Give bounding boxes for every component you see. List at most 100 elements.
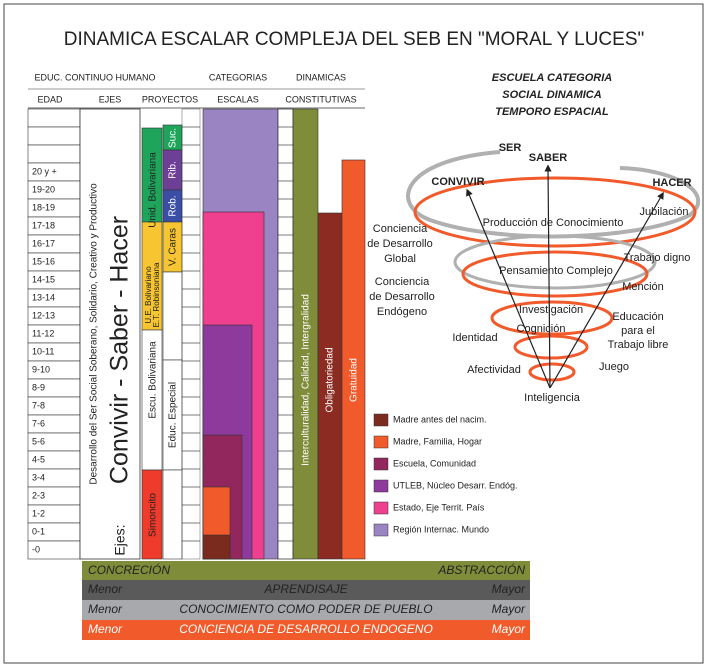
legend-label: UTLEB, Núcleo Desarr. Endóg. — [393, 480, 518, 490]
spiral-label: Producción de Conocimiento — [483, 217, 624, 229]
header: EDAD — [37, 94, 63, 104]
right-title: TEMPORO ESPACIAL — [495, 106, 609, 118]
spiral-label: de Desarrollo — [369, 291, 434, 303]
spiral-label: HACER — [652, 177, 691, 189]
spiral-label: SABER — [529, 152, 568, 164]
row-cell — [277, 540, 294, 560]
spiral-label: Educación — [612, 311, 663, 323]
cell — [277, 108, 294, 560]
spiral-label: Identidad — [452, 332, 497, 344]
spiral-label: Afectividad — [467, 364, 521, 376]
age-label: -0 — [32, 544, 40, 554]
block — [162, 469, 183, 560]
arrow — [549, 191, 664, 389]
age-label: 11-12 — [32, 328, 54, 338]
bar — [82, 600, 530, 620]
spiral-label: Investigación — [519, 304, 583, 316]
bar-label: Mayor — [492, 582, 526, 596]
age-label: 5-6 — [32, 436, 45, 446]
age-label: 1-2 — [32, 508, 45, 518]
project-label: E.T. Robinsoniana — [152, 262, 161, 327]
bar-label: Mayor — [492, 622, 526, 636]
spiral-label: Trabajo digno — [624, 252, 691, 264]
row-cell — [181, 540, 201, 560]
age-label: 4-5 — [32, 454, 45, 464]
project-label: Simoncito — [148, 493, 159, 537]
cell — [341, 159, 366, 560]
legend-swatch — [373, 413, 389, 427]
spiral-arc — [490, 300, 614, 336]
header: ESCALAS — [217, 94, 259, 104]
header: CATEGORIAS — [209, 72, 267, 82]
age-label: 0-1 — [32, 526, 45, 536]
legend-label: Escuela, Comunidad — [393, 458, 476, 468]
spiral-label: Conciencia — [375, 276, 430, 288]
bar-label: Menor — [88, 602, 123, 616]
ejes-prefix: Ejes: — [112, 524, 128, 555]
ejes-main: Convivir - Saber - Hacer — [106, 216, 134, 484]
title: DINAMICA ESCALAR COMPLEJA DEL SEB EN "MO… — [64, 29, 645, 50]
ejes-text: Desarrollo del Ser Social Soberano, Soli… — [89, 183, 100, 485]
header: EDUC. CONTINUO HUMANO — [35, 72, 156, 82]
bar — [82, 580, 530, 600]
project-label: Suc. — [168, 128, 179, 148]
spiral-label: Inteligencia — [524, 392, 581, 404]
age-label: 15-16 — [32, 256, 55, 266]
arrow — [466, 188, 551, 389]
age-column: 20 y + 19-20 18-19 17-18 16-17 15-16 14-15 13-1… — [27, 108, 81, 560]
legend-label: Estado, Eje Territ. País — [393, 502, 485, 512]
age-label: 8-9 — [32, 382, 45, 392]
age-label: 7-6 — [32, 418, 45, 428]
bar — [82, 620, 530, 640]
spiral-label: Pensamiento Complejo — [499, 265, 613, 277]
age-label: 19-20 — [32, 184, 55, 194]
project-label: V. Caras — [168, 228, 179, 266]
dinamica-label: Interculturalidad, Calidad, Intergralida… — [301, 294, 312, 466]
spiral-arc — [413, 176, 697, 248]
age-label: 18-19 — [32, 202, 55, 212]
age-label: 17-18 — [32, 220, 55, 230]
scale — [202, 534, 231, 560]
legend-swatch — [373, 523, 389, 537]
bar-label: ABSTRACCIÓN — [437, 562, 525, 577]
bar-label: Menor — [88, 622, 123, 636]
spiral-arc — [513, 334, 589, 360]
spiral — [406, 150, 701, 389]
spiral-label: para el — [621, 325, 655, 337]
project-label: Educ. Especial — [168, 382, 179, 448]
spiral-arc — [528, 362, 576, 382]
spiral-label: Conciencia — [373, 223, 428, 235]
block — [141, 469, 163, 560]
project-label: Rib. — [168, 161, 179, 179]
bar-label: Mayor — [492, 602, 526, 616]
dinamica-label: Gratuidad — [349, 358, 360, 402]
age-label: 13-14 — [32, 292, 55, 302]
bar-label: APRENDISAJE — [263, 582, 348, 596]
project-label: Escu. Bolivariana — [148, 341, 159, 419]
right-title: ESCUELA CATEGORIA — [492, 72, 612, 84]
arrow — [544, 164, 552, 389]
age-label: 12-13 — [32, 310, 55, 320]
legend-label: Región Internac. Mundo — [393, 524, 489, 534]
age-cell — [27, 144, 81, 164]
project-label: Rob. — [168, 195, 179, 216]
legend-swatch — [373, 435, 389, 449]
spiral-arc — [453, 234, 657, 290]
legend-label: Madre, Familia, Hogar — [393, 436, 482, 446]
cell — [317, 212, 343, 560]
age-label: 9-10 — [32, 364, 50, 374]
legend-label: Madre antes del nacim. — [393, 414, 487, 424]
right-title: SOCIAL DINAMICA — [502, 89, 601, 101]
age-label: 20 y + — [32, 166, 57, 176]
spiral-label: SER — [499, 142, 522, 154]
bar-label: CONCRECIÓN — [88, 562, 170, 577]
bar-label: CONCIENCIA DE DESARROLLO ENDOGENO — [179, 622, 433, 636]
header: DINAMICAS — [296, 72, 346, 82]
dinamica-label: Obligatoriedad — [325, 347, 336, 412]
spiral-label: Trabajo libre — [608, 339, 669, 351]
header: CONSTITUTIVAS — [285, 94, 356, 104]
legend-swatch — [373, 457, 389, 471]
spiral-label: Global — [384, 253, 416, 265]
spiral-label: CONVIVIR — [431, 176, 484, 188]
